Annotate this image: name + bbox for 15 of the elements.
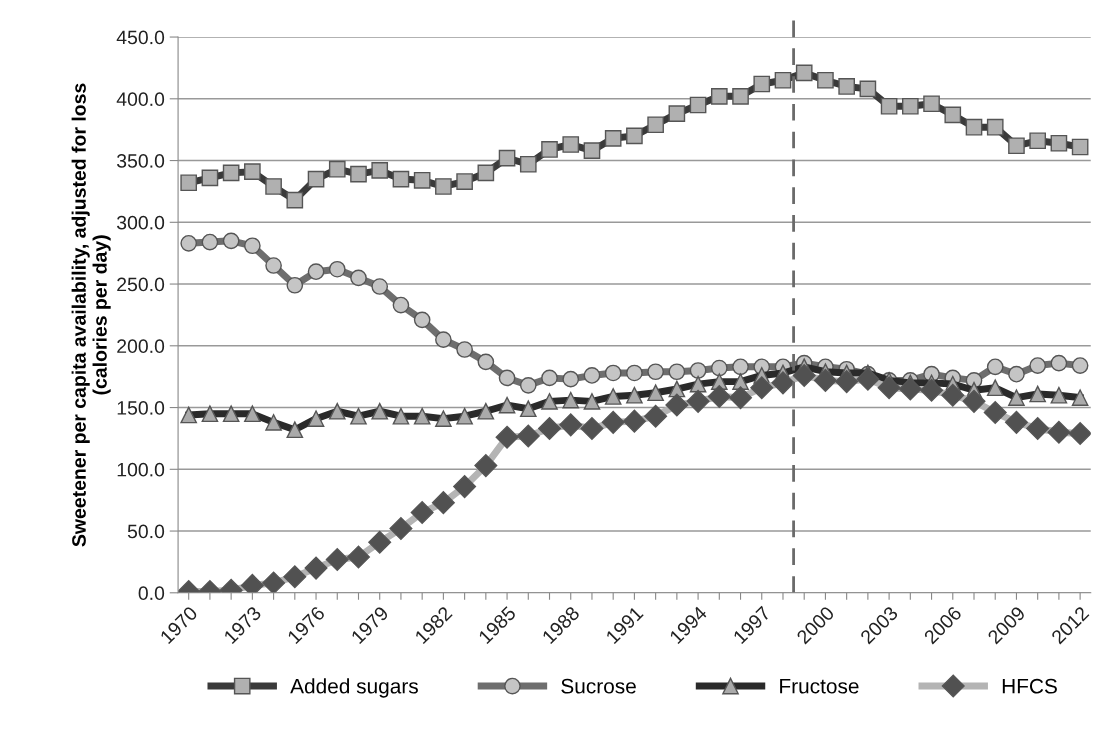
legend-label: Fructose	[780, 679, 859, 694]
y-tick-label: 400.0	[116, 92, 165, 107]
y-tick-label: 150.0	[117, 401, 165, 415]
y-tick-label: 200.0	[117, 339, 165, 354]
y-tick-label: 100.0	[117, 462, 165, 477]
y-tick-label: 50.0	[127, 524, 165, 539]
y-tick-label: 350.0	[116, 154, 165, 168]
legend-label: HFCS	[1002, 678, 1057, 694]
legend-label: Added sugars	[290, 678, 418, 698]
legend-label: Sucrose	[561, 678, 636, 694]
y-tick-label: 300.0	[116, 215, 165, 230]
y-tick-label: 450.0	[116, 30, 165, 45]
y-axis-title: Sweetener per capita availability, adjusted for loss (calories per day)	[71, 83, 111, 547]
y-tick-label: 250.0	[117, 277, 165, 292]
y-tick-label: 0.0	[138, 586, 165, 601]
